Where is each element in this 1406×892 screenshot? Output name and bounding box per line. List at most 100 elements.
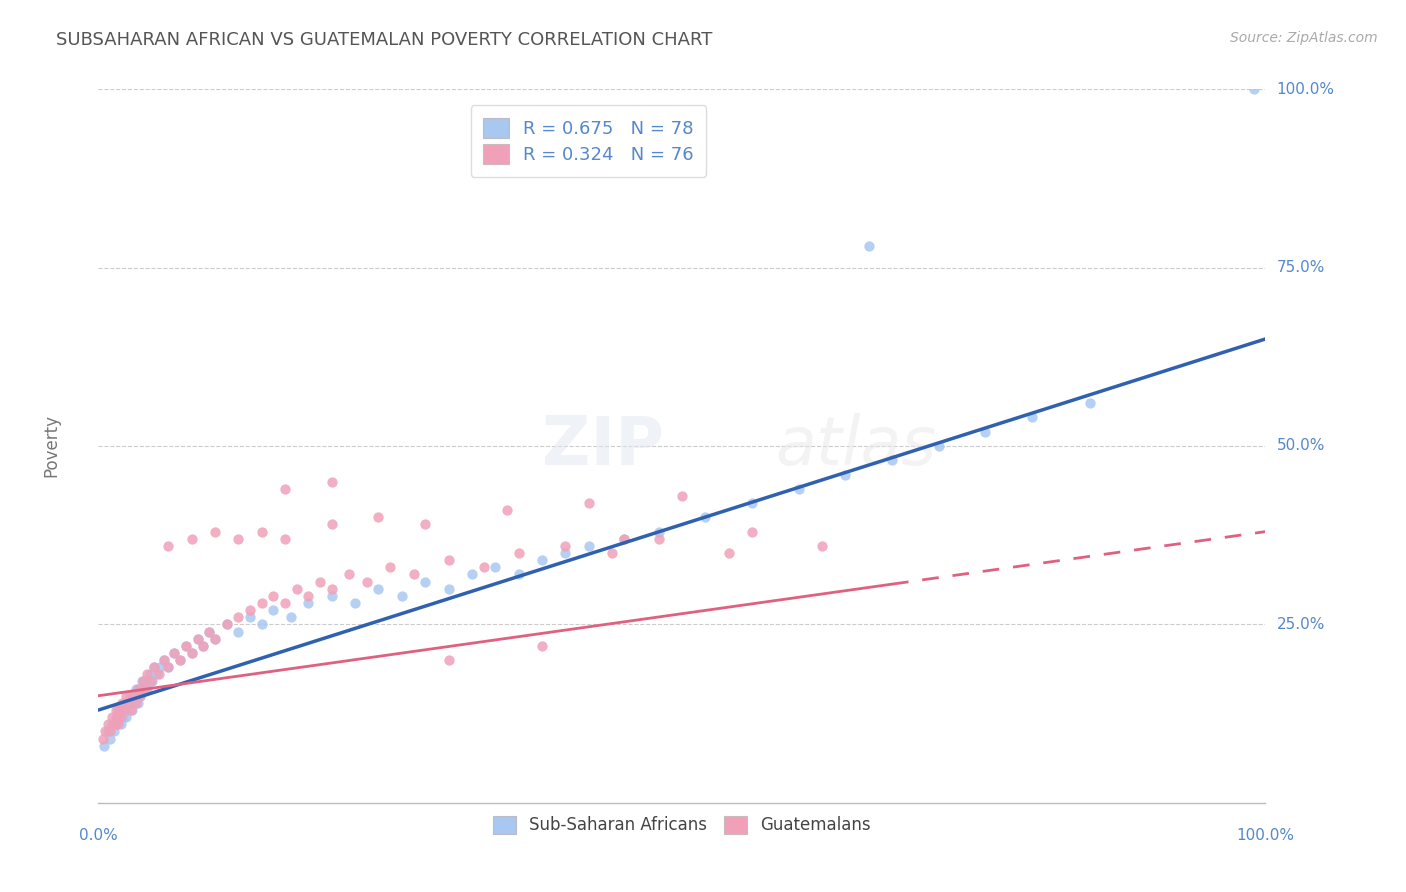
Point <box>391 589 413 603</box>
Point <box>193 639 215 653</box>
Point <box>94 724 117 739</box>
Point <box>250 524 273 539</box>
Point <box>309 574 332 589</box>
Point <box>122 689 145 703</box>
Point <box>180 646 202 660</box>
Point <box>103 724 125 739</box>
Point <box>107 703 129 717</box>
Point <box>228 610 250 624</box>
Point <box>274 482 297 496</box>
Text: SUBSAHARAN AFRICAN VS GUATEMALAN POVERTY CORRELATION CHART: SUBSAHARAN AFRICAN VS GUATEMALAN POVERTY… <box>56 31 713 49</box>
Point <box>321 517 343 532</box>
Point <box>274 532 297 546</box>
Point <box>472 560 495 574</box>
Point <box>134 681 156 696</box>
Point <box>139 667 162 681</box>
Point <box>122 689 145 703</box>
Text: 75.0%: 75.0% <box>1277 260 1324 275</box>
Point <box>141 674 163 689</box>
Point <box>367 510 389 524</box>
Point <box>132 681 155 696</box>
Point <box>104 710 127 724</box>
Point <box>262 603 284 617</box>
Point <box>129 689 152 703</box>
Point <box>93 739 115 753</box>
Point <box>198 624 221 639</box>
Point <box>578 539 600 553</box>
Point <box>356 574 378 589</box>
Point <box>496 503 519 517</box>
Point <box>118 689 141 703</box>
Point <box>111 710 134 724</box>
Point <box>136 667 159 681</box>
Point <box>132 674 155 689</box>
Point <box>129 689 152 703</box>
Point <box>157 660 180 674</box>
Point <box>204 632 226 646</box>
Point <box>215 617 238 632</box>
Point <box>367 582 389 596</box>
Point <box>647 532 669 546</box>
Point <box>157 660 180 674</box>
Point <box>1080 396 1102 410</box>
Point <box>297 596 319 610</box>
Point <box>274 596 297 610</box>
Point <box>250 596 273 610</box>
Text: Source: ZipAtlas.com: Source: ZipAtlas.com <box>1230 31 1378 45</box>
Text: 100.0%: 100.0% <box>1277 82 1334 96</box>
Point <box>98 724 121 739</box>
Point <box>114 703 136 717</box>
Point <box>402 567 425 582</box>
Point <box>139 674 162 689</box>
Point <box>530 553 553 567</box>
Point <box>180 532 202 546</box>
Text: atlas: atlas <box>775 413 936 479</box>
Text: Poverty: Poverty <box>42 415 60 477</box>
Point <box>101 717 124 731</box>
Point <box>1243 82 1265 96</box>
Point <box>187 632 209 646</box>
Point <box>193 639 215 653</box>
Point <box>157 539 180 553</box>
Point <box>115 710 138 724</box>
Text: 100.0%: 100.0% <box>1236 828 1295 843</box>
Point <box>834 467 856 482</box>
Point <box>108 703 131 717</box>
Point <box>239 610 262 624</box>
Point <box>228 624 250 639</box>
Point <box>163 646 186 660</box>
Point <box>239 603 262 617</box>
Text: 50.0%: 50.0% <box>1277 439 1324 453</box>
Point <box>148 667 170 681</box>
Point <box>204 524 226 539</box>
Point <box>187 632 209 646</box>
Text: 0.0%: 0.0% <box>79 828 118 843</box>
Point <box>112 696 135 710</box>
Point <box>97 724 120 739</box>
Point <box>152 653 174 667</box>
Point <box>118 696 141 710</box>
Point <box>484 560 506 574</box>
Point <box>600 546 623 560</box>
Point <box>131 674 153 689</box>
Point <box>437 553 460 567</box>
Point <box>143 660 166 674</box>
Point <box>108 710 131 724</box>
Point <box>321 475 343 489</box>
Point <box>134 674 156 689</box>
Point <box>228 532 250 546</box>
Point <box>107 717 129 731</box>
Point <box>787 482 810 496</box>
Point <box>554 539 576 553</box>
Point <box>413 517 436 532</box>
Point <box>125 689 148 703</box>
Point <box>121 703 143 717</box>
Point <box>858 239 880 253</box>
Point <box>174 639 197 653</box>
Point <box>280 610 302 624</box>
Point <box>671 489 693 503</box>
Point <box>128 681 150 696</box>
Point <box>127 681 149 696</box>
Point <box>380 560 402 574</box>
Point <box>117 696 139 710</box>
